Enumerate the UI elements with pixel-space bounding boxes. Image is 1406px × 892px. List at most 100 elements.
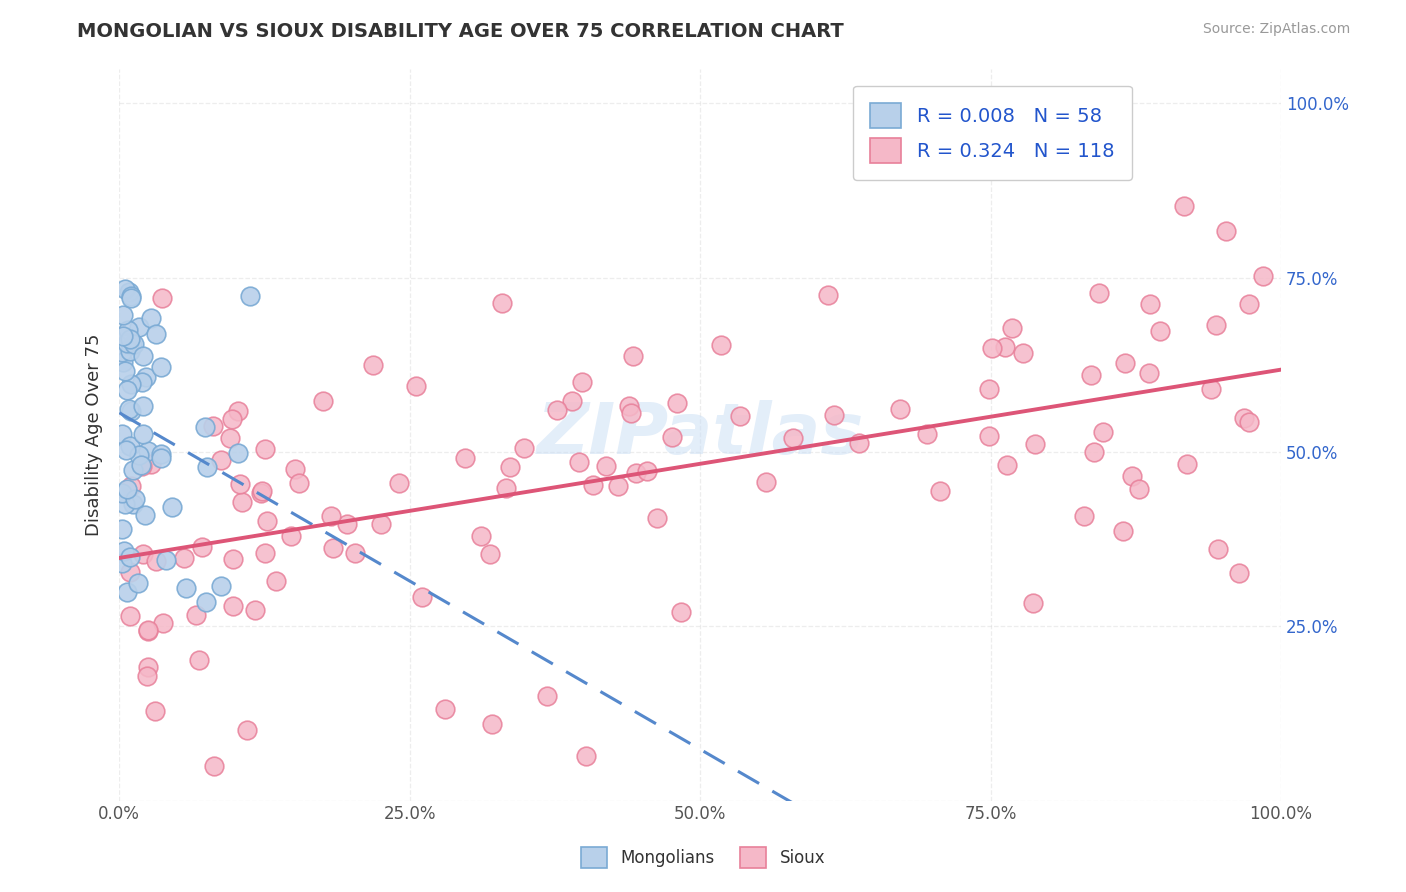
Point (280, 529, 302, 543)
Point (624, 467, 647, 481)
Point (1199, 382, 1222, 396)
Point (115, 383, 138, 397)
Point (128, 320, 150, 334)
Point (499, 459, 522, 474)
Point (575, 748, 598, 763)
Point (1232, 411, 1254, 425)
Point (245, 603, 267, 617)
Point (120, 377, 142, 392)
Point (567, 455, 589, 469)
Point (1206, 541, 1229, 556)
Point (186, 608, 208, 623)
Point (491, 295, 513, 310)
Point (110, 522, 132, 536)
Point (977, 383, 1000, 397)
Point (155, 553, 177, 567)
Point (145, 554, 167, 568)
Point (118, 285, 141, 300)
Point (1024, 436, 1046, 450)
Point (132, 349, 155, 363)
Point (222, 599, 245, 613)
Point (479, 547, 502, 561)
Point (122, 462, 145, 476)
Point (228, 477, 250, 491)
Point (191, 541, 214, 555)
Point (848, 436, 870, 450)
Point (135, 370, 157, 384)
Point (114, 497, 136, 511)
Point (136, 624, 159, 638)
Point (1083, 445, 1105, 459)
Legend: Mongolians, Sioux: Mongolians, Sioux (574, 840, 832, 875)
Point (152, 615, 174, 630)
Point (131, 458, 153, 473)
Point (226, 404, 249, 418)
Point (1139, 296, 1161, 310)
Point (118, 609, 141, 624)
Point (1080, 368, 1102, 383)
Point (112, 355, 135, 369)
Point (1000, 321, 1022, 335)
Text: Source: ZipAtlas.com: Source: ZipAtlas.com (1202, 22, 1350, 37)
Point (571, 375, 593, 389)
Point (195, 460, 218, 475)
Point (582, 478, 605, 492)
Point (139, 311, 162, 326)
Point (617, 399, 640, 413)
Point (1121, 469, 1143, 483)
Point (173, 550, 195, 565)
Point (1149, 324, 1171, 338)
Point (239, 289, 262, 303)
Point (150, 291, 173, 305)
Point (149, 359, 172, 374)
Point (666, 396, 689, 410)
Point (710, 338, 733, 352)
Point (211, 579, 233, 593)
Point (187, 653, 209, 667)
Point (671, 605, 693, 619)
Point (117, 323, 139, 337)
Point (994, 340, 1017, 354)
Point (115, 585, 138, 599)
Point (1088, 286, 1111, 301)
Point (121, 337, 143, 351)
Point (136, 659, 159, 673)
Point (128, 448, 150, 462)
Point (115, 442, 138, 457)
Point (1114, 356, 1136, 370)
Point (143, 704, 166, 718)
Point (755, 475, 778, 489)
Point (150, 446, 173, 460)
Point (235, 723, 257, 737)
Point (361, 358, 384, 372)
Point (132, 427, 155, 442)
Point (495, 481, 517, 495)
Point (336, 516, 359, 531)
Point (132, 547, 155, 561)
Point (112, 544, 135, 558)
Point (1021, 596, 1043, 610)
Point (256, 514, 278, 528)
Point (141, 458, 163, 472)
Point (513, 442, 536, 456)
Point (111, 344, 134, 359)
Point (621, 349, 644, 363)
Point (195, 595, 218, 609)
Point (120, 404, 142, 418)
Point (344, 545, 367, 559)
Point (1092, 425, 1115, 440)
Point (595, 458, 617, 473)
Point (112, 308, 135, 322)
Point (1251, 268, 1274, 283)
Point (202, 758, 225, 772)
Point (536, 689, 558, 703)
Point (253, 442, 276, 456)
Point (134, 508, 156, 522)
Point (636, 464, 658, 478)
Point (231, 495, 253, 509)
Point (995, 458, 1018, 473)
Point (222, 552, 245, 566)
Point (136, 443, 159, 458)
Point (117, 336, 139, 351)
Point (470, 529, 492, 543)
